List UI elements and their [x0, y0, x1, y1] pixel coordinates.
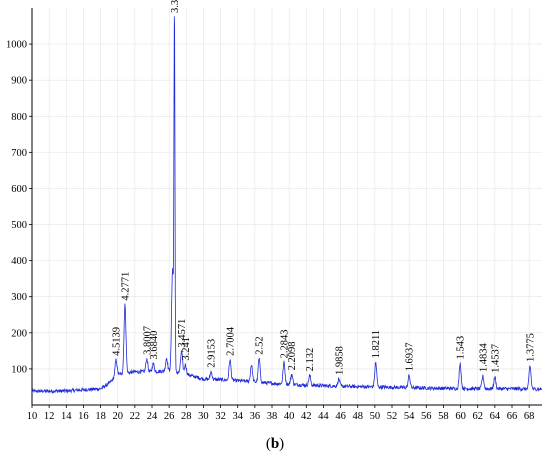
y-tick-label: 200: [11, 328, 27, 339]
peak-label: 2.9153: [207, 339, 218, 368]
x-tick-label: 12: [44, 411, 55, 422]
peak-label: 4.5139: [112, 327, 123, 356]
x-tick-label: 38: [267, 411, 278, 422]
x-tick-label: 30: [198, 411, 209, 422]
peak-label: 1.3775: [526, 333, 537, 362]
x-tick-label: 40: [284, 411, 295, 422]
peak-label: 1.9858: [334, 346, 345, 375]
y-tick-label: 400: [11, 256, 27, 267]
peak-label: 2.7004: [226, 326, 237, 356]
y-tick-label: 700: [11, 148, 27, 159]
y-tick-label: 1000: [6, 40, 27, 51]
x-tick-label: 58: [438, 411, 449, 422]
x-tick-label: 52: [387, 411, 398, 422]
x-tick-label: 22: [130, 411, 141, 422]
figure-caption: (b): [0, 436, 550, 453]
peak-label: 2.2843: [280, 330, 291, 359]
x-tick-label: 18: [95, 411, 106, 422]
x-tick-label: 16: [78, 411, 89, 422]
x-tick-label: 66: [507, 411, 518, 422]
grid-lines: [31, 8, 542, 405]
x-tick-label: 20: [112, 411, 123, 422]
peak-label: 3.3498: [170, 0, 181, 13]
y-tick-label: 900: [11, 76, 27, 87]
caption-open: (: [265, 436, 271, 452]
peak-label: 2.132: [305, 348, 316, 372]
peak-label: 3.241: [181, 337, 192, 361]
x-tick-label: 24: [147, 411, 158, 422]
x-tick-label: 36: [250, 411, 261, 422]
x-tick-label: 44: [318, 411, 329, 422]
peak-label: 3.6840: [149, 331, 160, 360]
x-tick-label: 62: [472, 411, 483, 422]
x-tick-label: 48: [352, 411, 363, 422]
peak-label: 2.52: [255, 336, 266, 354]
x-tick-label: 68: [524, 411, 535, 422]
x-tick-label: 28: [181, 411, 192, 422]
x-tick-label: 46: [335, 411, 346, 422]
peak-label: 3.4571: [177, 319, 188, 348]
y-axis-ticks: 100 200 300 400 500 600 700 800 900 1000: [6, 40, 32, 375]
x-tick-label: 56: [421, 411, 432, 422]
peak-label: 1.4537: [490, 344, 501, 373]
y-tick-label: 800: [11, 112, 27, 123]
diffraction-pattern-line: [31, 16, 543, 395]
peak-label: 2.2098: [287, 341, 298, 370]
y-tick-label: 500: [11, 220, 27, 231]
y-tick-label: 100: [11, 364, 27, 375]
caption-close: ): [279, 436, 285, 452]
x-tick-label: 14: [61, 411, 72, 422]
x-tick-label: 42: [301, 411, 312, 422]
x-tick-label: 50: [370, 411, 381, 422]
x-tick-label: 64: [490, 411, 501, 422]
axes: [31, 8, 542, 406]
peak-label: 1.543: [456, 336, 467, 360]
peak-label: 1.6937: [405, 343, 416, 372]
x-tick-label: 10: [27, 411, 38, 422]
peak-label: 4.2771: [121, 272, 132, 301]
x-tick-label: 26: [164, 411, 175, 422]
caption-label: b: [270, 436, 280, 452]
x-tick-label: 32: [215, 411, 226, 422]
peak-label: 1.8211: [371, 330, 382, 359]
x-tick-label: 54: [404, 411, 415, 422]
y-tick-label: 300: [11, 292, 27, 303]
y-tick-label: 600: [11, 184, 27, 195]
x-axis-ticks: 10 12 14 16 18 20 22 24 26 28 30 32 34 36 38 40 42 44 46 48…: [27, 405, 535, 422]
x-tick-label: 60: [455, 411, 466, 422]
peak-label: 1.4834: [478, 343, 489, 373]
x-tick-label: 34: [232, 411, 243, 422]
peak-label: 3.8007: [142, 326, 153, 355]
